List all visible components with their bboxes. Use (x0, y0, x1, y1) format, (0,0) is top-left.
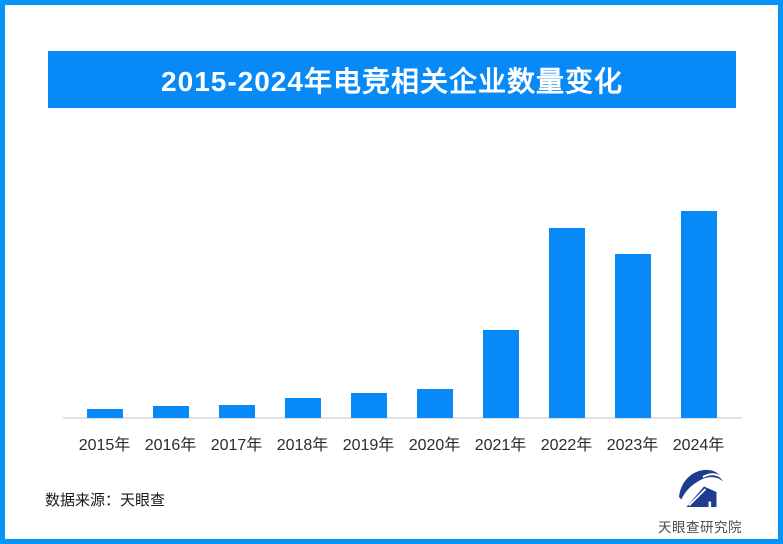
bar-2020年 (416, 389, 453, 418)
data-source-note: 数据来源：天眼查 (45, 492, 166, 509)
bar-2016年 (152, 406, 189, 418)
x-tick-label-2021年: 2021年 (474, 437, 527, 454)
bar-2015年 (86, 409, 123, 418)
x-tick-label-2022年: 2022年 (540, 437, 593, 454)
x-tick-label-2015年: 2015年 (78, 437, 131, 454)
bar-2019年 (350, 393, 387, 418)
x-tick-label-2024年: 2024年 (672, 437, 725, 454)
bar-2022年 (548, 228, 585, 418)
bar-2017年 (218, 405, 255, 418)
chart-title-banner: 2015-2024年电竞相关企业数量变化 (48, 51, 736, 108)
tianyancha-eye-icon (679, 469, 725, 507)
logo-text: 天眼查研究院 (658, 520, 742, 535)
x-tick-label-2023年: 2023年 (606, 437, 659, 454)
x-tick-label-2019年: 2019年 (342, 437, 395, 454)
bar-2021年 (482, 330, 519, 418)
bar-2024年 (680, 211, 717, 418)
x-tick-label-2018年: 2018年 (276, 437, 329, 454)
x-tick-label-2020年: 2020年 (408, 437, 461, 454)
bar-2018年 (284, 398, 321, 418)
x-tick-label-2017年: 2017年 (210, 437, 263, 454)
x-tick-label-2016年: 2016年 (144, 437, 197, 454)
bar-chart: 2015年 2016年 2017年 2018年 2019年 2020年 2021年 2022年… (5, 5, 778, 539)
bar-2023年 (614, 254, 651, 418)
x-axis-line (63, 417, 742, 419)
chart-title: 2015-2024年电竞相关企业数量变化 (161, 65, 623, 97)
tianyancha-logo: 天眼查研究院 (650, 465, 750, 536)
